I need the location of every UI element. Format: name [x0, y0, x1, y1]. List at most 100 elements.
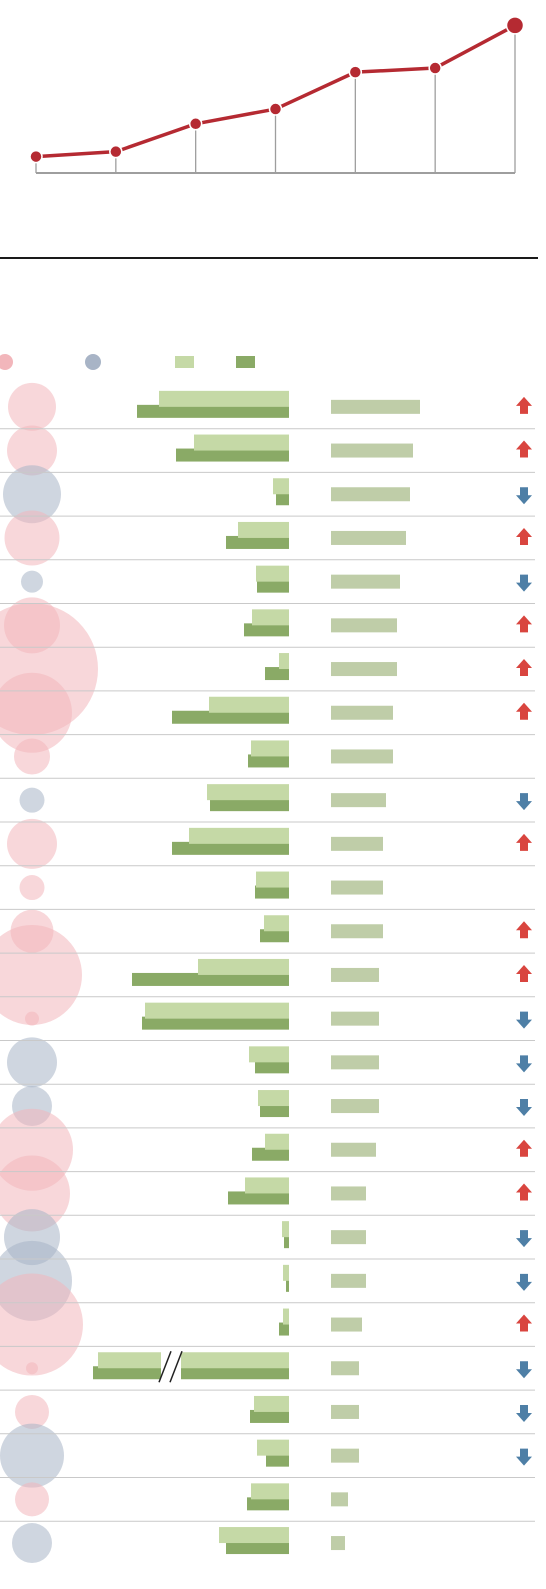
row-bubble [0, 924, 82, 1025]
bar-gray [331, 1099, 379, 1114]
bar-gray [331, 1273, 366, 1288]
table-row [260, 915, 532, 943]
row-bubble [10, 909, 54, 953]
bar-gray [331, 1317, 362, 1332]
arrow-up-icon [516, 1314, 532, 1332]
rows-layer [0, 390, 535, 1555]
data-point [109, 144, 123, 159]
bar-light [207, 784, 289, 801]
section-divider [0, 257, 538, 259]
table-row [283, 1264, 532, 1292]
bar-dark [228, 1191, 289, 1205]
bar-dark [248, 754, 289, 768]
bar-dark [250, 1409, 289, 1423]
arrow-down-icon [516, 1011, 532, 1029]
bar-light [238, 521, 289, 538]
bar-dark [260, 1104, 289, 1118]
table-row [247, 1483, 348, 1511]
table-row [226, 521, 532, 549]
bar-dark [276, 492, 289, 506]
bar-break-mark [169, 1350, 183, 1383]
bar-gray [331, 793, 386, 808]
arrow-up-icon [516, 615, 532, 633]
arrow-down-icon [516, 1055, 532, 1073]
bar-light [189, 827, 289, 844]
bar-light [254, 1395, 289, 1412]
bar-gray [331, 1448, 359, 1463]
bar-light [252, 609, 289, 626]
bar-light [198, 958, 289, 975]
arrow-down-icon [516, 574, 532, 592]
row-bubble [4, 597, 60, 654]
arrow-up-icon [516, 659, 532, 677]
row-bubble [15, 1482, 49, 1517]
bar-gray [331, 1055, 379, 1070]
table-row [176, 434, 532, 462]
bubble-layer [0, 382, 98, 1564]
row-bubble [0, 1273, 83, 1376]
arrow-up-icon [516, 964, 532, 982]
table-row [282, 1221, 532, 1249]
table-row [258, 1090, 532, 1118]
table-row [249, 1046, 532, 1074]
bar-dark [265, 667, 289, 681]
row-bubble [25, 1011, 39, 1026]
row-bubble [7, 425, 57, 476]
arrow-down-icon [516, 1273, 532, 1291]
bar-gray [331, 1361, 359, 1376]
table-row [244, 609, 532, 637]
data-point [428, 61, 442, 75]
table-row [142, 1002, 532, 1030]
bar-dark [210, 798, 289, 812]
row-bubble [0, 1240, 72, 1321]
table-row [248, 740, 393, 768]
bar-light [258, 1090, 289, 1107]
table-row [172, 827, 532, 855]
bar-dark [93, 1366, 289, 1380]
bar-light [264, 915, 289, 932]
bar-gray [331, 618, 397, 633]
bar-light [245, 1177, 289, 1194]
table-row [137, 390, 532, 418]
data-point [505, 16, 525, 35]
row-bubble [7, 1037, 57, 1088]
bar-gray [331, 1404, 359, 1419]
row-bubble [21, 570, 43, 593]
bar-light [209, 696, 289, 713]
bar-light [279, 653, 289, 670]
legend-dark-bar [236, 356, 255, 368]
arrow-up-icon [516, 1139, 532, 1157]
bar-break-gap [161, 1350, 181, 1383]
arrow-down-icon [516, 1099, 532, 1117]
arrow-up-icon [516, 1183, 532, 1201]
arrow-up-icon [516, 833, 532, 851]
table-row [273, 478, 532, 506]
row-bubble [26, 1362, 38, 1375]
row-bubble [0, 1423, 64, 1488]
bar-dark [257, 579, 289, 593]
arrow-down-icon [516, 1230, 532, 1248]
bar-dark [252, 1147, 289, 1161]
bar-gray [331, 1011, 379, 1026]
bar-light [256, 871, 289, 888]
bar-dark [255, 885, 289, 899]
bar-dark [142, 1016, 289, 1030]
arrow-up-icon [516, 702, 532, 720]
arrow-down-icon [516, 487, 532, 505]
bar-dark [255, 1060, 289, 1074]
bar-dark [226, 1541, 289, 1555]
bar-gray [331, 749, 393, 764]
bar-light [159, 390, 289, 407]
bar-light [265, 1133, 289, 1150]
bar-dark [247, 1497, 289, 1511]
row-bubble [12, 1523, 52, 1564]
table-row [265, 653, 532, 681]
table-row [172, 696, 532, 724]
bar-gray [331, 1230, 366, 1245]
bar-gray [331, 967, 379, 982]
legend-blue-bubble [85, 354, 101, 370]
bar-light [194, 434, 289, 451]
bar-gray [331, 487, 410, 502]
bar-dark [244, 623, 289, 637]
